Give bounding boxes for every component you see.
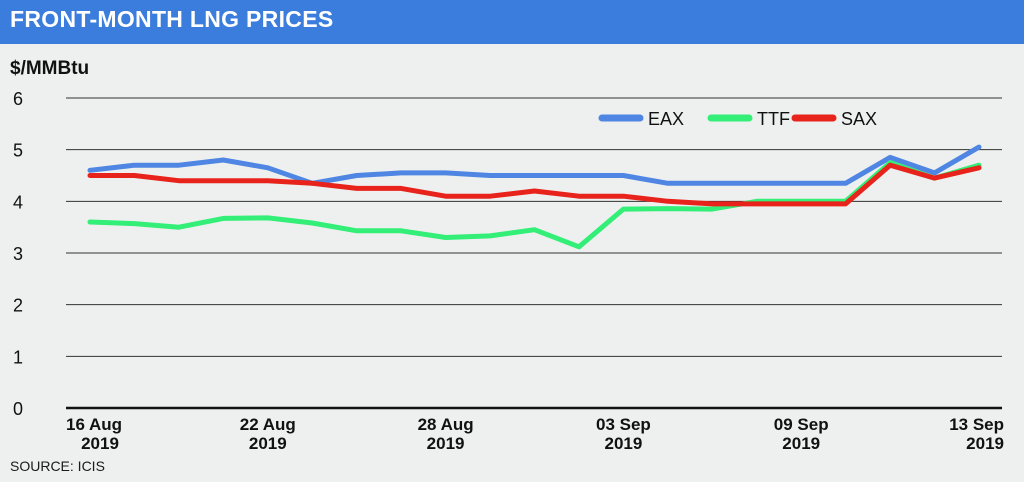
y-tick-labels: 0 1 2 3 4 5 6 bbox=[13, 89, 23, 419]
x-tick-label: 2019 bbox=[81, 434, 119, 453]
series-lines bbox=[87, 144, 982, 250]
series-line-ttf bbox=[87, 160, 982, 250]
y-tick-label: 5 bbox=[13, 141, 23, 161]
y-tick-label: 4 bbox=[13, 192, 23, 212]
x-tick-label: 03 Sep bbox=[596, 415, 651, 434]
legend-label-ttf: TTF bbox=[757, 109, 790, 129]
legend-label-sax: SAX bbox=[841, 109, 877, 129]
y-tick-label: 1 bbox=[13, 347, 23, 367]
series-line-sax bbox=[87, 162, 982, 207]
x-tick-label: 16 Aug bbox=[66, 415, 122, 434]
x-tick-label: 22 Aug bbox=[240, 415, 296, 434]
y-tick-label: 6 bbox=[13, 89, 23, 109]
title-bar: FRONT-MONTH LNG PRICES bbox=[0, 0, 1024, 44]
gridlines bbox=[66, 97, 1002, 410]
series-line-eax bbox=[87, 144, 982, 186]
x-tick-label: 13 Sep bbox=[949, 415, 1004, 434]
legend: EAX TTF SAX bbox=[598, 109, 877, 129]
x-tick-label: 09 Sep bbox=[774, 415, 829, 434]
x-tick-label: 2019 bbox=[249, 434, 287, 453]
y-tick-label: 0 bbox=[13, 399, 23, 419]
chart-title: FRONT-MONTH LNG PRICES bbox=[10, 6, 334, 32]
x-tick-label: 2019 bbox=[427, 434, 465, 453]
source-note: SOURCE: ICIS bbox=[10, 458, 105, 474]
x-tick-label: 28 Aug bbox=[418, 415, 474, 434]
y-tick-label: 3 bbox=[13, 244, 23, 264]
x-tick-label: 2019 bbox=[604, 434, 642, 453]
x-tick-label: 2019 bbox=[966, 434, 1004, 453]
legend-label-eax: EAX bbox=[648, 109, 684, 129]
x-tick-label: 2019 bbox=[782, 434, 820, 453]
y-axis-label: $/MMBtu bbox=[10, 58, 89, 79]
y-tick-label: 2 bbox=[13, 296, 23, 316]
